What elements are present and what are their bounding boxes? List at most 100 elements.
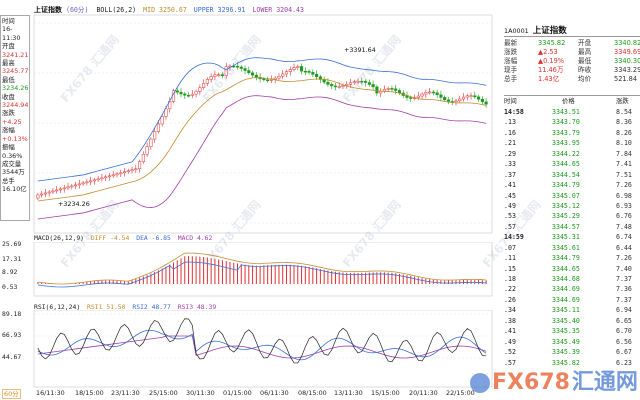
col-change-header: 涨跌 [616, 97, 629, 105]
tick-row[interactable]: .41 3344.79 7.26 [504, 180, 640, 190]
x-tick: 16/11:30 [36, 389, 65, 397]
candle-body [315, 74, 319, 78]
tick-change: 7.36 [616, 285, 632, 294]
tick-row[interactable]: .45 3345.07 6.98 [504, 191, 640, 201]
tick-row[interactable]: .29 3344.22 7.84 [504, 149, 640, 159]
tick-row[interactable]: .26 3344.69 7.37 [504, 295, 640, 305]
candle-body [145, 146, 149, 155]
chart-area[interactable]: 上证指数 (60分) BOLL(26,2) MID 3250.67 UPPER … [0, 0, 495, 400]
rsi-chart[interactable] [0, 310, 495, 388]
candle-body [461, 96, 466, 100]
candle-body [375, 86, 379, 94]
tick-price: 3344.22 [552, 149, 580, 158]
divider [504, 95, 640, 96]
candle-body [96, 178, 100, 181]
x-tick: 20/11:30 [409, 389, 438, 397]
tick-time: 14:58 [504, 108, 524, 116]
tick-time: .34 [504, 306, 516, 315]
tick-row[interactable]: .16 3343.79 8.26 [504, 128, 640, 138]
tick-row[interactable]: .53 3345.29 6.76 [504, 211, 640, 221]
tick-row[interactable]: .37 3344.54 7.51 [504, 170, 640, 180]
x-tick: 06/11:30 [260, 389, 289, 397]
tick-row[interactable]: .13 3343.70 8.36 [504, 117, 640, 127]
info-value: 3544万 [2, 168, 25, 177]
macd-label: MACD(26,12,9) [34, 234, 85, 242]
candle-body [43, 192, 47, 195]
tick-change: 8.10 [616, 139, 632, 148]
tick-time: .53 [504, 212, 516, 221]
candle-body [281, 73, 285, 77]
chart-frame [33, 310, 493, 388]
quote-field-value: ▲2.53 [538, 48, 558, 56]
tick-price: 3343.79 [552, 128, 580, 137]
tick-list[interactable]: 14:58 3343.51 8.54 .13 3343.70 8.36 .16 3343.79… [504, 107, 640, 368]
chart-frame [33, 14, 493, 234]
rsi-axis-2: 66.93 [2, 331, 22, 339]
candle-body [247, 70, 251, 74]
candle-body [209, 76, 213, 80]
tick-time: .38 [504, 316, 516, 325]
quote-field-label: 最低 [578, 57, 592, 65]
candle-body [122, 171, 127, 174]
candle-body [74, 184, 78, 187]
candle-body [284, 71, 289, 75]
tick-row[interactable]: 14:59 3345.31 6.74 [504, 232, 640, 242]
tick-row[interactable]: .18 3344.68 7.37 [504, 274, 640, 284]
tick-row[interactable]: .38 3345.40 6.65 [504, 316, 640, 326]
info-label: 时间 [2, 17, 15, 25]
tick-row[interactable]: .41 3345.35 6.70 [504, 326, 640, 336]
candle-body [175, 90, 179, 93]
candle-body [273, 77, 277, 80]
info-value: +4.25 [2, 117, 22, 126]
tick-row[interactable]: .34 3345.11 6.94 [504, 305, 640, 315]
candle-body [458, 98, 462, 102]
info-value: 3234.26 [2, 84, 29, 93]
tick-change: 6.56 [616, 337, 632, 346]
tick-row[interactable]: .11 3344.79 7.26 [504, 253, 640, 263]
chart-title: 上证指数 [34, 6, 62, 14]
tick-price: 3343.70 [552, 118, 580, 127]
rsi3-line [37, 335, 487, 359]
candle-body [239, 66, 243, 69]
candle-body [341, 85, 345, 87]
chart-period[interactable]: (60分) [65, 6, 89, 14]
quote-field-value: 3340.82 [614, 39, 640, 47]
candle-body [92, 179, 96, 182]
candle-body [307, 71, 311, 73]
tick-row[interactable]: .57 3344.57 7.48 [504, 222, 640, 232]
macd-chart[interactable] [0, 242, 495, 297]
tick-row[interactable]: .07 3345.61 6.44 [504, 243, 640, 253]
tick-row[interactable]: .21 3343.95 8.10 [504, 138, 640, 148]
candle-body [439, 94, 443, 98]
tick-time: .16 [504, 128, 516, 137]
fx678-logo: FX678汇通网 [470, 364, 638, 396]
boll-label: BOLL(26,2) [96, 6, 137, 14]
tick-row[interactable]: .33 3344.65 7.41 [504, 159, 640, 169]
candle-body [269, 79, 273, 81]
tick-row[interactable]: .57 3345.82 6.23 [504, 358, 640, 368]
candle-body [115, 173, 119, 176]
tick-time: .07 [504, 243, 516, 252]
candle-body [51, 190, 55, 193]
tick-price: 3345.31 [552, 233, 580, 242]
tick-row[interactable]: .52 3345.39 6.67 [504, 347, 640, 357]
tick-change: 8.36 [616, 118, 632, 127]
tick-row[interactable]: .49 3345.49 6.56 [504, 337, 640, 347]
tick-row[interactable]: .49 3345.12 6.93 [504, 201, 640, 211]
tick-row[interactable]: 14:58 3343.51 8.54 [504, 107, 640, 117]
tick-row[interactable]: .15 3344.65 7.40 [504, 264, 640, 274]
tick-price: 3345.82 [552, 358, 580, 367]
period-button[interactable]: 60分 [2, 389, 21, 399]
candle-body [266, 79, 270, 82]
info-label: 振幅 [2, 143, 15, 152]
candle-body [371, 84, 375, 88]
candle-body [394, 88, 398, 91]
candle-body [164, 108, 168, 117]
candle-body [337, 86, 341, 88]
tick-row[interactable]: .22 3344.69 7.36 [504, 284, 640, 294]
rsi1-value: RSI1 51.50 [87, 303, 126, 311]
price-chart[interactable] [0, 13, 495, 235]
tick-time: .33 [504, 160, 516, 169]
boll-mid-line [37, 77, 487, 202]
candle-body [420, 93, 424, 97]
